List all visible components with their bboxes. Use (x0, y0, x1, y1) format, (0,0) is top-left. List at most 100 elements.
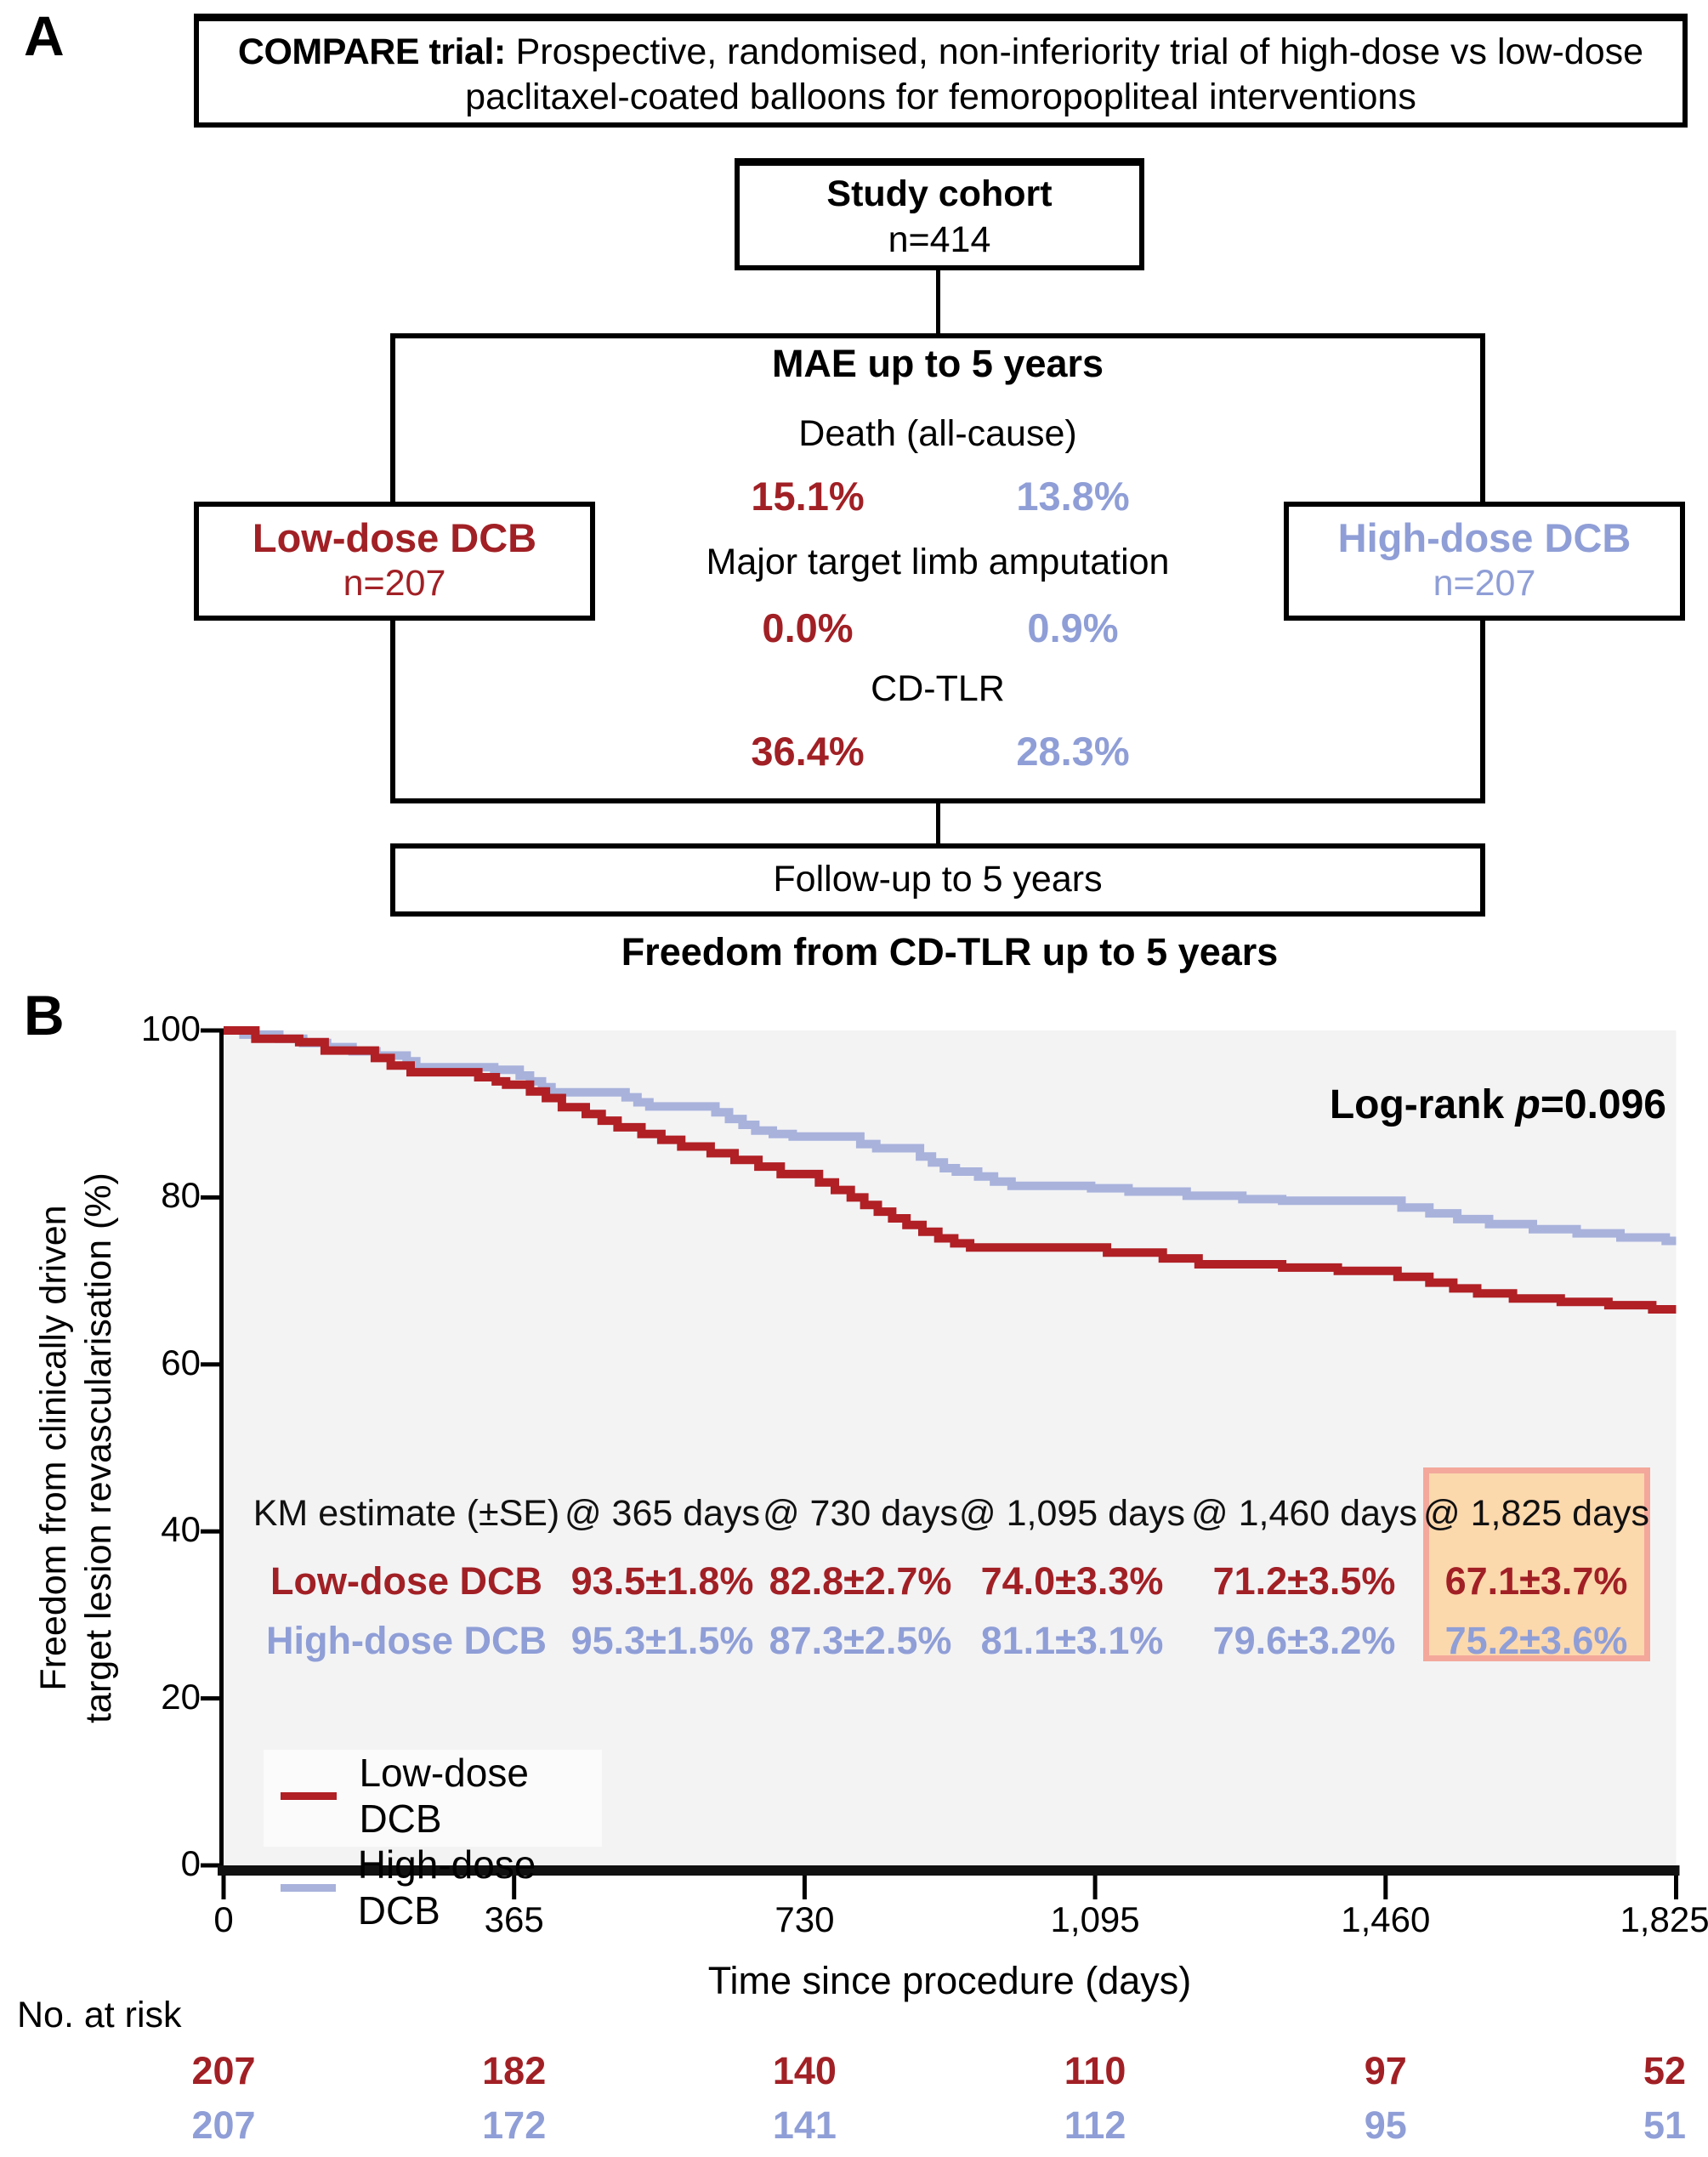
y-tick-label: 60 (161, 1342, 201, 1382)
y-tick (201, 1028, 224, 1033)
km-table-highlight-box (1423, 1467, 1650, 1661)
x-tick (802, 1876, 807, 1899)
no-at-risk-label: No. at risk (17, 1995, 182, 2035)
x-tick (1092, 1876, 1098, 1899)
trial-title-line1: COMPARE trial: Prospective, randomised, … (199, 30, 1682, 75)
high-dose-arm-title: High-dose DCB (1337, 515, 1631, 560)
at-risk-count: 207 (191, 2103, 256, 2147)
at-risk-count: 182 (482, 2049, 547, 2092)
legend-line-swatch (281, 1791, 338, 1800)
x-axis-spine (218, 1865, 1680, 1876)
low-dose-arm-n: n=207 (343, 563, 446, 604)
km-table-value-cell: 79.6±3.2% (1212, 1619, 1396, 1662)
at-risk-count: 52 (1643, 2049, 1687, 2092)
study-cohort-title: Study cohort (826, 173, 1053, 214)
panel-b-label: B (24, 984, 65, 1047)
km-table-header-cell: @ 365 days (564, 1493, 761, 1534)
x-tick (221, 1876, 226, 1899)
km-table-row-label: Low-dose DCB (270, 1559, 542, 1603)
study-cohort-n: n=414 (888, 219, 991, 260)
at-risk-count: 110 (1064, 2049, 1126, 2092)
x-tick-label: 0 (213, 1899, 234, 1939)
km-table-row-label: High-dose DCB (266, 1619, 547, 1662)
km-table-value-cell: 93.5±1.8% (570, 1559, 754, 1603)
at-risk-count: 51 (1643, 2103, 1687, 2147)
at-risk-count: 207 (191, 2049, 256, 2092)
at-risk-count: 140 (772, 2049, 837, 2092)
logrank-p: p (1515, 1082, 1541, 1127)
mae-row-amputation-label: Major target limb amputation (706, 542, 1170, 582)
mae-row-cdtlr-label: CD-TLR (871, 668, 1005, 709)
x-tick (1383, 1876, 1388, 1899)
followup-text: Follow-up to 5 years (773, 859, 1103, 900)
trial-title-box: COMPARE trial: Prospective, randomised, … (194, 14, 1688, 128)
y-axis-title: Freedom from clinically driven target le… (31, 1023, 125, 1873)
y-tick-label: 40 (161, 1509, 201, 1550)
study-cohort-box: Study cohort n=414 (735, 158, 1144, 270)
km-table-value-cell: 81.1±3.1% (980, 1619, 1164, 1662)
y-tick (201, 1362, 224, 1367)
mae-row-death-low: 15.1% (751, 474, 865, 519)
km-table-value-cell: 82.8±2.7% (769, 1559, 952, 1603)
x-tick (1674, 1876, 1678, 1899)
plot-background (224, 1030, 1677, 1865)
km-table-header-cell: @ 1,095 days (959, 1493, 1185, 1534)
x-tick-label: 1,095 (1050, 1899, 1140, 1939)
km-curve-low-dose-dcb (224, 1026, 1677, 1314)
at-risk-count: 112 (1064, 2103, 1126, 2147)
x-axis-title: Time since procedure (days) (707, 1959, 1192, 2002)
x-tick-label: 1,825 (1620, 1899, 1708, 1939)
x-tick-label: 1,460 (1341, 1899, 1431, 1939)
km-table-value-cell: 95.3±1.5% (570, 1619, 754, 1662)
mae-row-amputation-high: 0.9% (1027, 605, 1119, 650)
chart-title: Freedom from CD-TLR up to 5 years (621, 930, 1279, 973)
y-tick (201, 1529, 224, 1534)
km-table-value-cell: 74.0±3.3% (980, 1559, 1164, 1603)
y-tick-label: 20 (161, 1676, 201, 1717)
mae-row-cdtlr-low: 36.4% (751, 729, 865, 774)
y-tick-label: 0 (180, 1843, 201, 1883)
logrank-prefix: Log-rank (1329, 1082, 1516, 1127)
high-dose-arm-n: n=207 (1433, 563, 1536, 604)
km-table-header-cell: @ 1,825 days (1423, 1493, 1649, 1534)
mae-row-death-high: 13.8% (1016, 474, 1130, 519)
y-tick (201, 1696, 224, 1701)
km-table-value-cell: 87.3±2.5% (769, 1619, 952, 1662)
at-risk-count: 141 (772, 2103, 837, 2147)
legend-label: Low-dose DCB (359, 1751, 529, 1841)
legend-item: High-dose DCB (281, 1842, 602, 1933)
x-tick (512, 1876, 517, 1899)
panel-a-label: A (24, 4, 65, 67)
y-tick (201, 1195, 224, 1200)
followup-box: Follow-up to 5 years (390, 843, 1485, 917)
y-axis-title-line2: target lesion revascularisation (%) (78, 1172, 119, 1723)
legend-label: High-dose DCB (357, 1842, 536, 1933)
km-table-value-cell: 75.2±3.6% (1444, 1619, 1628, 1662)
trial-title-line2: paclitaxel-coated balloons for femoropop… (465, 77, 1416, 117)
low-dose-arm-box: Low-dose DCB n=207 (194, 502, 595, 621)
y-tick (201, 1863, 224, 1868)
y-tick-label: 100 (140, 1008, 201, 1048)
x-tick-label: 365 (484, 1899, 544, 1939)
km-table-value-cell: 67.1±3.7% (1444, 1559, 1628, 1603)
at-risk-count: 172 (482, 2103, 547, 2147)
legend-item: Low-dose DCB (281, 1750, 602, 1842)
mae-row-cdtlr-high: 28.3% (1016, 729, 1130, 774)
logrank-annotation: Log-rank p=0.096 (1330, 1081, 1666, 1128)
logrank-value: =0.096 (1540, 1082, 1666, 1127)
mae-row-death-label: Death (all-cause) (798, 413, 1077, 454)
km-table-header-cell: @ 730 days (762, 1493, 959, 1534)
connector-mae-to-followup (936, 803, 940, 843)
chart-legend: Low-dose DCB High-dose DCB (264, 1750, 602, 1933)
km-table-value-cell: 71.2±3.5% (1212, 1559, 1396, 1603)
trial-title-rest: Prospective, randomised, non-inferiority… (505, 31, 1644, 72)
mae-row-amputation-low: 0.0% (762, 605, 854, 650)
legend-line-swatch (281, 1883, 336, 1892)
trial-title-bold: COMPARE trial: (237, 31, 506, 72)
km-table-header-cell: @ 1,460 days (1191, 1493, 1417, 1534)
at-risk-count: 97 (1364, 2049, 1407, 2092)
at-risk-count: 95 (1364, 2103, 1407, 2147)
x-tick-label: 730 (775, 1899, 835, 1939)
y-axis-title-line1: Freedom from clinically driven (33, 1205, 74, 1691)
